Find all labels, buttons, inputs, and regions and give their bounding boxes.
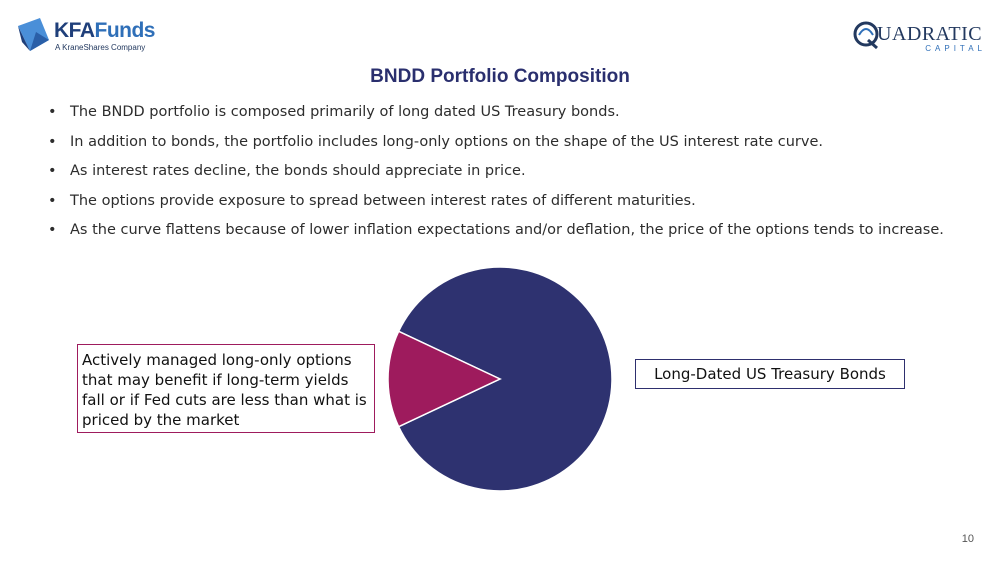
- bullet-text: As the curve flattens because of lower i…: [70, 222, 944, 238]
- bullet-marker: •: [48, 222, 57, 238]
- bullet-item: • As interest rates decline, the bonds sh…: [48, 163, 944, 193]
- quadratic-logo-subtitle: CAPITAL: [925, 44, 986, 53]
- pie-slice-options: [387, 330, 502, 428]
- bullet-item: • As the curve flattens because of lower …: [48, 222, 944, 252]
- bullet-text: As interest rates decline, the bonds sho…: [70, 163, 526, 179]
- bonds-slice-label: Long-Dated US Treasury Bonds: [635, 359, 905, 389]
- kfa-logo-subtitle: A KraneShares Company: [55, 43, 146, 52]
- bullet-list: • The BNDD portfolio is composed primaril…: [48, 104, 944, 252]
- kfa-logo-mark-icon: [18, 18, 49, 51]
- bullet-text: The options provide exposure to spread b…: [70, 192, 696, 209]
- bullet-item: • The options provide exposure to spread …: [48, 193, 944, 223]
- kfa-logo-name: KFAFunds: [54, 19, 155, 43]
- page-number: 10: [961, 533, 974, 545]
- bullet-marker: •: [48, 133, 57, 150]
- bullet-item: • The BNDD portfolio is composed primaril…: [48, 104, 944, 134]
- kfa-logo-name-part2: Funds: [94, 19, 156, 42]
- bullet-marker: •: [48, 104, 57, 120]
- quadratic-capital-logo: UADRATIC CAPITAL: [853, 20, 988, 54]
- bullet-item: • In addition to bonds, the portfolio inc…: [48, 134, 944, 164]
- bullet-marker: •: [48, 163, 57, 179]
- bullet-marker: •: [48, 192, 57, 209]
- slide-title: BNDD Portfolio Composition: [370, 66, 630, 87]
- kfa-logo-name-part1: KFA: [54, 19, 95, 42]
- bullet-text: In addition to bonds, the portfolio incl…: [70, 133, 824, 150]
- pie-slice-bonds: [397, 266, 613, 492]
- options-slice-label: Actively managed long-only options that …: [77, 344, 375, 433]
- bullet-text: The BNDD portfolio is composed primarily…: [70, 104, 620, 120]
- kfa-funds-logo: KFAFunds A KraneShares Company: [18, 18, 168, 58]
- quadratic-logo-name: UADRATIC: [877, 23, 983, 45]
- quadratic-logo-q-icon: [853, 21, 879, 50]
